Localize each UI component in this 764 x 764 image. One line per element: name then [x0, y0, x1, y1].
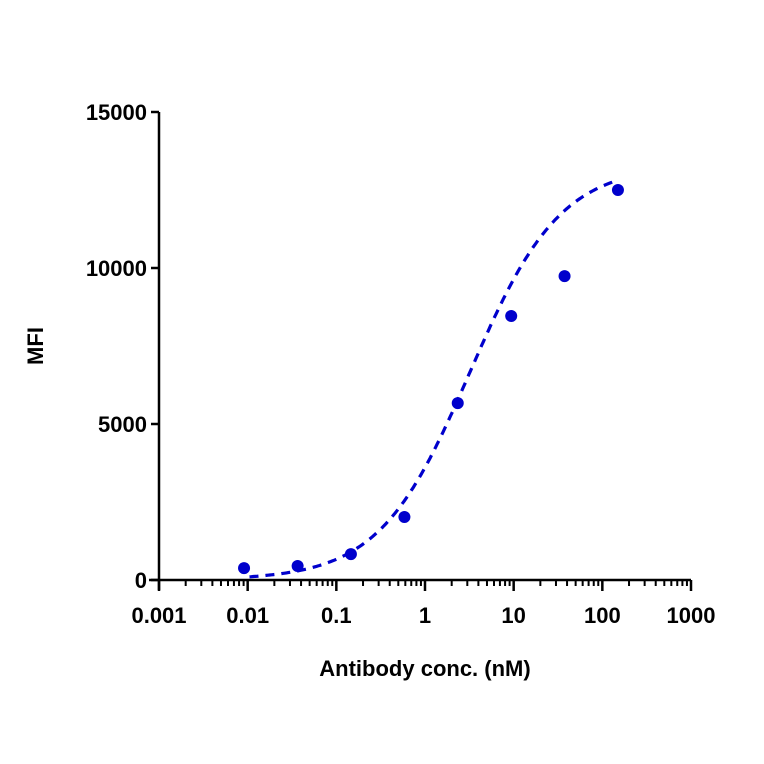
data-point — [398, 510, 411, 523]
y-axis-title: MFI — [23, 327, 48, 365]
data-point — [558, 270, 571, 283]
axes — [149, 110, 693, 591]
tick-labels: 0 5000 10000 15000 0.001 0.01 0.1 1 10 100 1000 — [86, 100, 716, 628]
y-tick-label: 10000 — [86, 256, 147, 281]
x-axis-title: Antibody conc. (nM) — [319, 656, 530, 681]
x-tick-label: 0.01 — [226, 603, 269, 628]
x-tick-label: 10 — [501, 603, 525, 628]
data-point — [344, 548, 357, 561]
x-tick-label: 1 — [419, 603, 431, 628]
x-tick-label: 0.001 — [131, 603, 186, 628]
data-point — [611, 184, 624, 196]
data-point — [238, 562, 251, 575]
y-tick-label: 0 — [135, 568, 147, 593]
y-tick-label: 5000 — [98, 412, 147, 437]
data-point — [291, 559, 304, 572]
data-point — [505, 310, 518, 323]
data-point — [451, 397, 464, 410]
x-tick-label: 100 — [584, 603, 621, 628]
y-tick-label: 15000 — [86, 100, 147, 125]
x-tick-label: 1000 — [667, 603, 716, 628]
x-tick-label: 0.1 — [321, 603, 352, 628]
fit-curve — [249, 178, 619, 579]
data-points — [238, 184, 624, 575]
